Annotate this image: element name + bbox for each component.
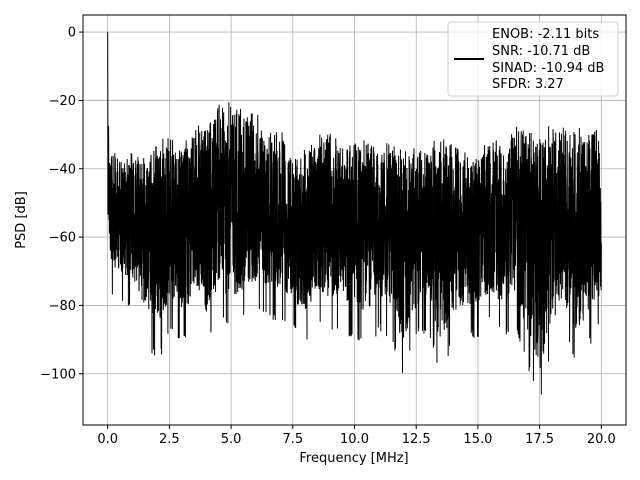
x-tick-label: 5.0 [221, 432, 242, 447]
y-tick-label: −20 [49, 94, 76, 109]
legend: ENOB: -2.11 bits SNR: -10.71 dB SINAD: -… [447, 21, 619, 97]
y-tick-label: 0 [68, 26, 76, 41]
x-tick-label: 10.0 [340, 432, 369, 447]
y-axis-ticks: 0 −20 −40 −60 −80 −100 [40, 26, 83, 382]
x-tick-label: 15.0 [463, 432, 492, 447]
x-tick-label: 0.0 [97, 432, 118, 447]
psd-line [107, 32, 602, 395]
legend-entry-sinad: SINAD: -10.94 dB [492, 61, 604, 76]
x-tick-label: 7.5 [282, 432, 303, 447]
y-axis-label: PSD [dB] [14, 191, 29, 249]
x-tick-label: 2.5 [159, 432, 180, 447]
x-axis-label: Frequency [MHz] [299, 451, 408, 466]
y-tick-label: −100 [40, 367, 76, 382]
legend-entry-snr: SNR: -10.71 dB [492, 44, 590, 59]
x-axis-ticks: 0.0 2.5 5.0 7.5 10.0 12.5 15.0 17.5 20.0 [97, 425, 616, 447]
y-tick-label: −60 [49, 231, 76, 246]
legend-box [447, 21, 619, 97]
legend-entry-sfdr: SFDR: 3.27 [492, 77, 564, 92]
y-tick-label: −40 [49, 162, 76, 177]
y-tick-label: −80 [49, 299, 76, 314]
legend-entry-enob: ENOB: -2.11 bits [492, 27, 599, 42]
psd-series [107, 32, 602, 395]
x-tick-label: 17.5 [525, 432, 554, 447]
x-tick-label: 12.5 [402, 432, 431, 447]
x-tick-label: 20.0 [587, 432, 616, 447]
